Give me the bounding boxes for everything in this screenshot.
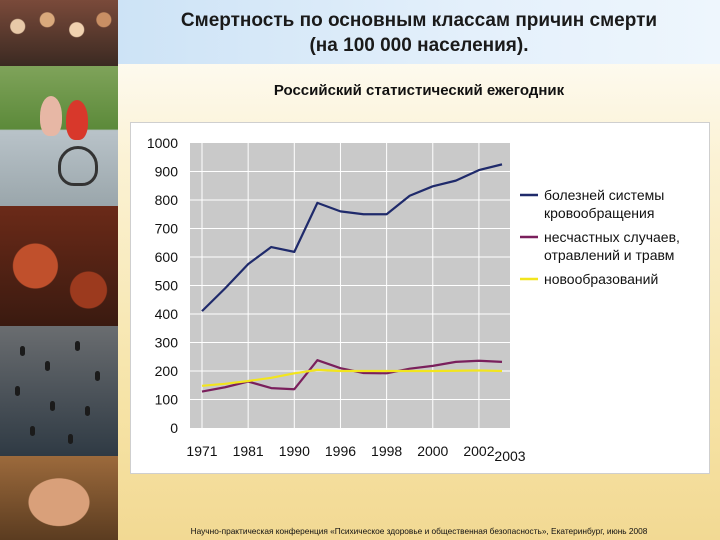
y-tick-label: 0 bbox=[170, 420, 178, 436]
legend-label-2: отравлений и травм bbox=[544, 247, 674, 263]
x-tick-label: 1996 bbox=[325, 443, 356, 459]
children-bike-photo bbox=[0, 66, 118, 206]
x-tick-label: 2000 bbox=[417, 443, 448, 459]
y-tick-label: 800 bbox=[155, 192, 179, 208]
legend-label-2: несчастных случаев, bbox=[544, 229, 680, 245]
y-tick-label: 500 bbox=[155, 278, 179, 294]
series-line-3 bbox=[201, 368, 503, 387]
y-tick-label: 700 bbox=[155, 221, 179, 237]
series-line-1 bbox=[201, 163, 503, 312]
legend-label-3: новообразований bbox=[544, 271, 658, 287]
y-tick-label: 400 bbox=[155, 306, 179, 322]
hands-photo bbox=[0, 456, 118, 540]
y-tick-label: 900 bbox=[155, 164, 179, 180]
y-tick-label: 600 bbox=[155, 249, 179, 265]
x-tick-label: 2002 bbox=[463, 443, 494, 459]
legend-label-1: болезней системы bbox=[544, 187, 664, 203]
y-tick-label: 200 bbox=[155, 363, 179, 379]
footer-text: Научно-практическая конференция «Психиче… bbox=[190, 526, 648, 536]
photo-strip bbox=[0, 0, 118, 540]
x-tick-label: 1990 bbox=[279, 443, 310, 459]
source-label: Российский статистический ежегодник bbox=[273, 82, 565, 99]
header-bar bbox=[118, 0, 720, 64]
legend-label-1: кровообращения bbox=[544, 205, 654, 221]
crowd-photo bbox=[0, 0, 118, 66]
x-tick-label: 1971 bbox=[186, 443, 217, 459]
page-title: Смертность по основным классам причин см… bbox=[118, 8, 720, 58]
title-line-2: (на 100 000 населения). bbox=[309, 35, 529, 56]
y-tick-label: 1000 bbox=[147, 135, 178, 151]
y-tick-label: 100 bbox=[155, 392, 179, 408]
title-line-1: Смертность по основным классам причин см… bbox=[180, 10, 658, 31]
y-tick-label: 300 bbox=[155, 335, 179, 351]
surreal-painting bbox=[0, 326, 118, 456]
x-tick-label: 2003 bbox=[494, 448, 525, 464]
x-tick-label: 1998 bbox=[371, 443, 402, 459]
industrial-photo bbox=[0, 206, 118, 326]
x-tick-label: 1981 bbox=[233, 443, 264, 459]
